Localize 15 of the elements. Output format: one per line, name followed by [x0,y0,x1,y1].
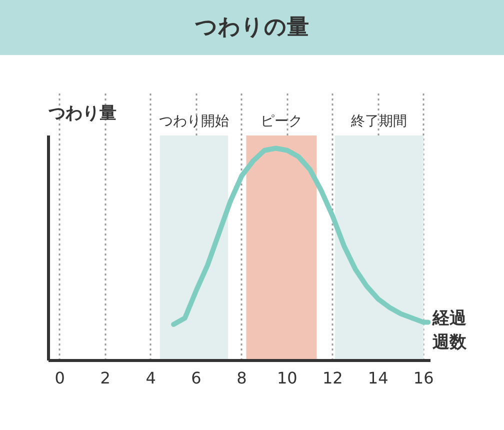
x-tick-label: 2 [100,368,110,388]
chart-title: つわりの量 [195,14,309,42]
x-tick-label: 4 [146,368,156,388]
x-tick-label: 14 [368,368,388,388]
y-axis-title: つわり量 [48,104,116,124]
x-tick-label: 12 [322,368,343,388]
x-tick-label: 6 [191,368,202,388]
x-tick-label: 10 [277,368,298,388]
x-tick-label: 16 [413,368,434,388]
band-label: 終了期間 [350,114,408,130]
x-axis-title: 経過週数 [431,308,468,352]
band-label: つわり開始 [158,114,229,130]
band-label: ピーク [260,114,302,130]
x-tick-label: 0 [54,368,65,388]
x-tick-label: 8 [236,368,247,388]
